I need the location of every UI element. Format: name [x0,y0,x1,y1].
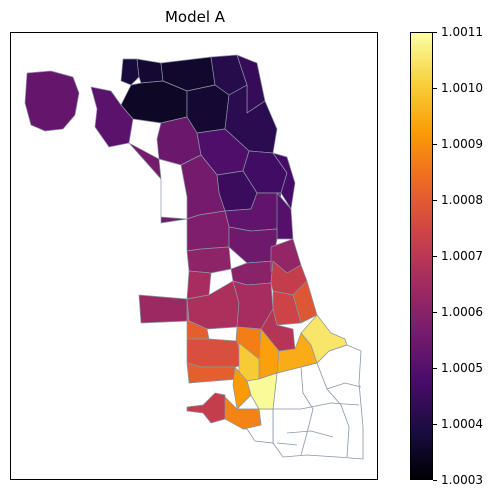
map-region-far-south-7 [186,392,226,424]
map-region-central-3 [276,192,294,240]
choropleth-map [24,54,364,460]
map-region-near-north-2 [186,84,230,134]
map-region-central-4 [186,210,230,252]
colorbar-tick-label: 1.0007 [433,250,483,262]
map-region-southwest-2 [230,260,274,286]
colorbar-tick-label: 1.0010 [433,82,483,94]
colorbar-tick-label: 1.0011 [433,26,483,38]
map-region-south-2 [186,270,212,300]
colorbar-tick-label: 1.0009 [433,138,483,150]
colorbar-tick-label: 1.0006 [433,306,483,318]
no-data-boundary [286,430,334,438]
no-data-boundary [326,382,362,390]
map-region-north-2 [136,58,164,84]
colorbar-tick-label: 1.0005 [433,362,483,374]
no-data-boundary [273,402,360,410]
colorbar-tick-label: 1.0008 [433,194,483,206]
map-region-southwest-1 [186,246,232,274]
no-data-boundary [316,362,350,458]
map-region-south-8 [300,314,348,364]
colorbar-tick-label: 1.0003 [433,474,483,486]
map-region-central-1 [128,142,226,224]
no-data-boundary [300,366,314,456]
map-panel [10,32,378,480]
colorbar-tick-label: 1.0004 [433,418,483,430]
map-region-south-6 [186,298,210,340]
map-region-southwest-3 [138,294,190,324]
no-data-boundary [276,442,298,446]
map-region-far-south-1 [186,338,244,368]
map-region-far-south-5 [232,366,252,410]
map-title: Model A [164,8,226,26]
map-region-central-5 [228,226,278,264]
map-region-north-1 [120,58,140,86]
colorbar [410,32,433,480]
map-region-far-northwest-island [24,70,80,132]
